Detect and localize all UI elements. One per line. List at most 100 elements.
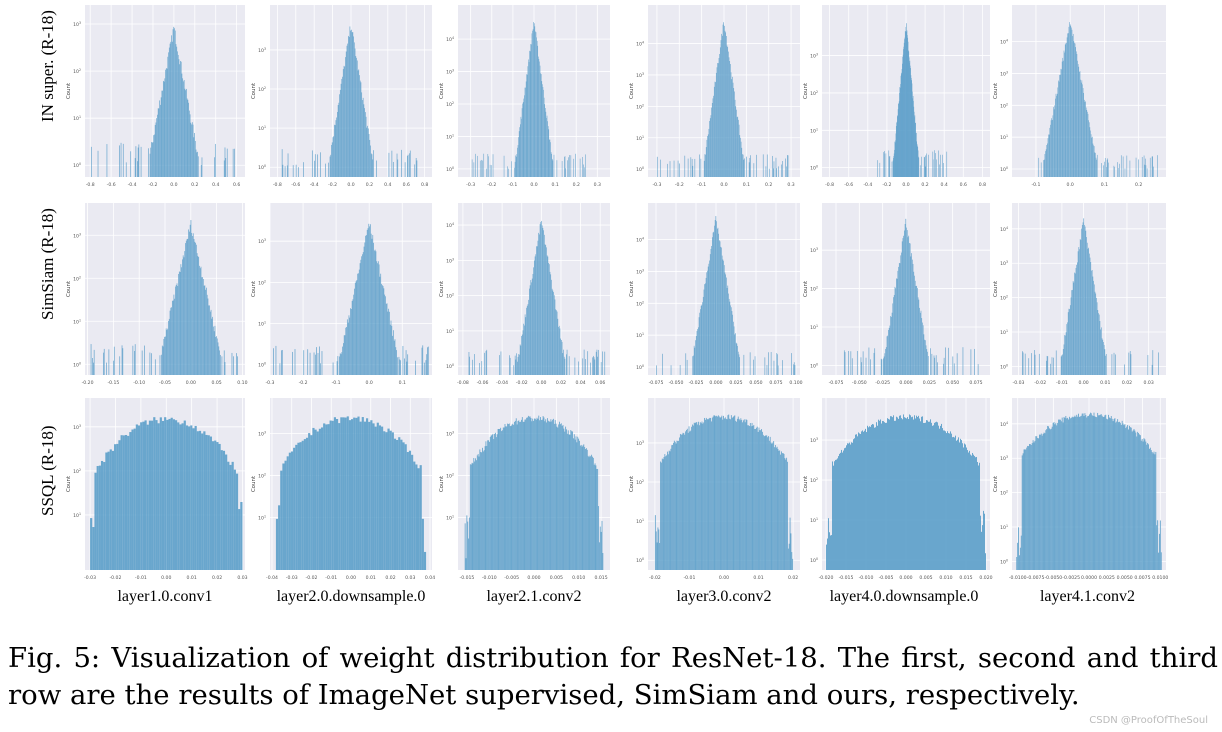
histogram-bar <box>1138 434 1140 570</box>
x-tick-label: 0.000 <box>709 380 722 386</box>
histogram-bar <box>172 29 174 177</box>
histogram-bar <box>738 418 740 570</box>
y-tick-label: 101 <box>446 133 454 140</box>
x-tick-label: 0.1 <box>551 182 558 188</box>
x-tick-label: 0.3 <box>787 182 794 188</box>
histogram-bar <box>500 427 502 570</box>
x-tick-label: 0.0000 <box>1081 575 1097 581</box>
histogram-bar <box>717 63 719 178</box>
histogram-bar <box>543 97 545 177</box>
histogram-bar <box>1130 427 1132 570</box>
histogram-bar <box>925 345 927 375</box>
histogram-bar <box>895 133 897 177</box>
histogram-bar <box>499 428 501 570</box>
histogram-bar <box>569 434 571 570</box>
histogram-bar <box>1050 363 1051 375</box>
histogram-bar <box>531 421 533 570</box>
y-tick-label: 104 <box>636 237 644 244</box>
histogram-bar <box>707 266 709 375</box>
histogram-bar <box>486 445 488 570</box>
histogram-bars <box>656 22 789 178</box>
histogram-bar <box>593 355 594 375</box>
histogram-bar <box>359 80 361 177</box>
histogram-bar <box>730 307 732 375</box>
histogram-bar <box>174 298 176 375</box>
histogram-bar <box>744 422 746 570</box>
histogram-bar <box>1055 422 1057 570</box>
histogram-bar <box>728 414 730 570</box>
histogram-bar <box>686 359 688 375</box>
histogram-bar <box>1115 354 1116 375</box>
x-tick-label: -0.3 <box>266 380 275 386</box>
histogram-bar <box>419 465 422 570</box>
histogram-bar <box>346 45 348 177</box>
histogram-bar <box>364 108 365 177</box>
histogram-bar <box>213 331 215 375</box>
histogram-bar <box>151 353 152 375</box>
histogram-bar <box>524 419 526 570</box>
histogram-bar <box>336 361 338 375</box>
histogram-bar <box>178 271 180 375</box>
histogram-bar <box>1151 364 1153 375</box>
histogram-bar <box>507 423 509 570</box>
histogram-bar <box>943 430 944 570</box>
x-tick-label: 0.8 <box>979 182 986 188</box>
x-tick-label: 0.01 <box>1100 380 1110 386</box>
histogram-bar <box>198 257 200 375</box>
y-tick-label: 101 <box>636 332 644 339</box>
histogram-bar <box>546 418 548 570</box>
histogram-bar <box>919 312 921 375</box>
histogram-bar <box>741 419 743 570</box>
histogram-bar <box>1112 421 1114 570</box>
histogram-bar <box>368 421 371 570</box>
histogram-bar <box>942 428 943 570</box>
histogram-bar <box>315 354 317 375</box>
histogram-bar <box>770 442 772 570</box>
x-tick-label: -0.02 <box>516 380 528 386</box>
histogram-bar <box>676 440 678 570</box>
histogram-bar <box>509 355 510 375</box>
histogram-bar <box>329 156 331 177</box>
histogram-bar <box>192 428 195 570</box>
histogram-bar <box>183 257 185 375</box>
histogram-bar <box>149 352 151 375</box>
y-tick-label: 102 <box>258 86 266 93</box>
histogram-bar <box>1058 419 1060 570</box>
histogram-bar <box>1088 122 1090 177</box>
histogram-bar <box>737 351 739 375</box>
histogram-bar <box>914 122 916 177</box>
histogram-bar <box>161 420 165 570</box>
y-tick-label: 100 <box>73 162 81 169</box>
histogram-bar <box>515 156 517 177</box>
histogram-bar <box>171 300 173 375</box>
histogram-bars <box>843 218 979 375</box>
histogram-bar <box>786 166 788 177</box>
histogram-bars <box>1022 218 1159 375</box>
histogram-bar <box>476 455 478 570</box>
histogram-bar <box>185 90 187 177</box>
histogram-bar <box>536 37 537 177</box>
histogram-bar <box>312 427 315 570</box>
y-axis-label: Count <box>439 475 445 492</box>
histogram-bar <box>195 244 197 375</box>
y-axis-label: Count <box>803 280 809 297</box>
histogram-bar <box>514 420 516 570</box>
histogram-bar <box>907 417 908 570</box>
histogram-bar <box>363 104 365 177</box>
histogram-bar <box>339 353 341 375</box>
histogram-bar <box>1045 149 1047 177</box>
histogram-bar <box>352 32 354 177</box>
histogram-bar <box>794 365 796 375</box>
x-tick-label: -0.8 <box>86 182 95 188</box>
row-label-ssql: SSQL (R-18) <box>38 425 57 516</box>
histogram-bar <box>536 246 537 375</box>
histogram-bar <box>1072 289 1073 375</box>
histogram-bar <box>391 325 393 375</box>
histogram-bars <box>90 26 236 178</box>
histogram-bar <box>108 349 110 375</box>
histogram-bar <box>1078 66 1080 177</box>
histogram-bar <box>1040 162 1042 177</box>
histogram-bar <box>222 450 226 570</box>
histogram-bar <box>1089 414 1090 570</box>
histogram-bar <box>538 234 540 375</box>
